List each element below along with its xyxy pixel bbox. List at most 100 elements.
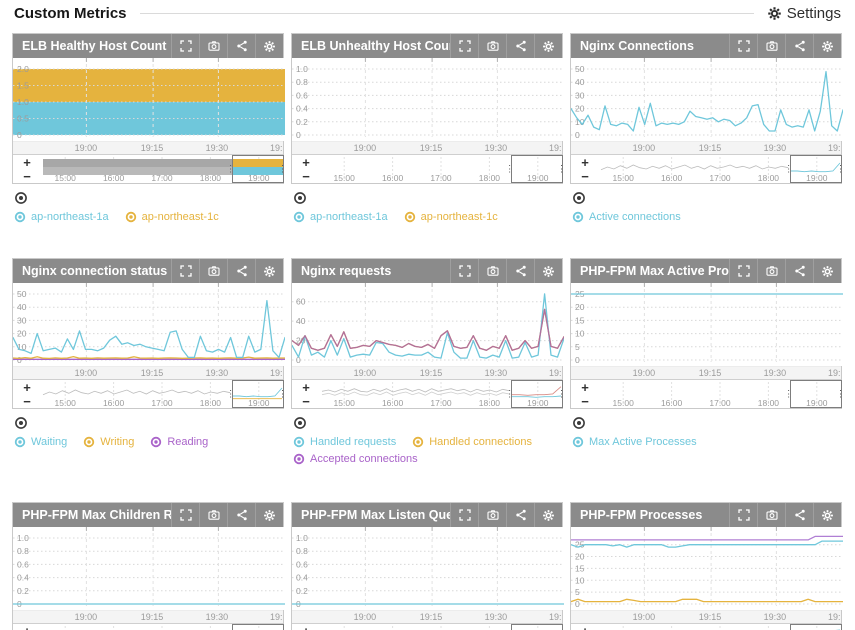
camera-button[interactable]	[199, 503, 227, 527]
settings-button[interactable]: Settings	[767, 5, 841, 22]
zoom-in-button[interactable]: +	[292, 624, 320, 630]
chart-php-fpm-max-children-rea[interactable]: 00.20.40.60.81.0	[13, 527, 285, 610]
legend-item-ap-northeast-1a[interactable]: ap-northeast-1a	[14, 211, 109, 223]
chart-nginx-connection-status[interactable]: 0 10 20 30 40 50	[13, 283, 285, 366]
zoom-out-button[interactable]: −	[302, 393, 310, 409]
expand-button[interactable]	[729, 259, 757, 283]
share-button[interactable]	[227, 503, 255, 527]
zoom-in-button[interactable]: +	[581, 379, 589, 395]
expand-button[interactable]	[171, 259, 199, 283]
camera-button[interactable]	[757, 259, 785, 283]
range-handle-left[interactable]: ⋮	[505, 163, 515, 174]
gear-button[interactable]	[255, 34, 283, 58]
zoom-in-button[interactable]: +	[302, 154, 310, 170]
sync-toggle-icon[interactable]	[14, 416, 28, 430]
sync-toggle-icon[interactable]	[14, 191, 28, 205]
expand-button[interactable]	[171, 503, 199, 527]
gear-button[interactable]	[255, 259, 283, 283]
camera-button[interactable]	[757, 34, 785, 58]
share-button[interactable]	[506, 503, 534, 527]
zoom-out-button[interactable]: −	[581, 168, 589, 184]
gear-button[interactable]	[534, 259, 562, 283]
share-button[interactable]	[785, 34, 813, 58]
range-handle-left[interactable]: ⋮	[784, 163, 794, 174]
expand-button[interactable]	[450, 503, 478, 527]
share-button[interactable]	[227, 259, 255, 283]
legend-item-handled-requests[interactable]: Handled requests	[293, 436, 396, 448]
range-handle-right[interactable]: ⋮	[278, 388, 287, 399]
legend-item-reading[interactable]: Reading	[150, 436, 208, 448]
gear-button[interactable]	[813, 503, 841, 527]
zoom-out-button[interactable]: −	[581, 393, 589, 409]
zoom-out-button[interactable]: −	[23, 393, 31, 409]
zoom-in-button[interactable]: +	[571, 624, 599, 630]
gear-button[interactable]	[813, 259, 841, 283]
range-selection-box[interactable]	[511, 155, 563, 183]
legend-item-max-active-processes[interactable]: Max Active Processes	[572, 436, 697, 448]
range-handle-right[interactable]: ⋮	[278, 163, 287, 174]
expand-button[interactable]	[729, 34, 757, 58]
camera-button[interactable]	[757, 503, 785, 527]
zoom-in-button[interactable]: +	[302, 379, 310, 395]
legend-item-writing[interactable]: Writing	[83, 436, 134, 448]
range-handle-right[interactable]: ⋮	[557, 163, 566, 174]
zoom-in-button[interactable]: +	[23, 379, 31, 395]
zoom-out-button[interactable]: −	[302, 168, 310, 184]
gear-button[interactable]	[255, 503, 283, 527]
range-selection-box[interactable]	[790, 380, 842, 408]
camera-button[interactable]	[199, 34, 227, 58]
share-button[interactable]	[785, 503, 813, 527]
zoom-out-button[interactable]: −	[23, 168, 31, 184]
zoom-in-button[interactable]: +	[23, 154, 31, 170]
legend-item-ap-northeast-1c[interactable]: ap-northeast-1c	[125, 211, 219, 223]
legend-item-handled-connections[interactable]: Handled connections	[412, 436, 532, 448]
sync-toggle-icon[interactable]	[293, 416, 307, 430]
sync-toggle-icon[interactable]	[293, 191, 307, 205]
range-handle-right[interactable]: ⋮	[836, 388, 845, 399]
share-button[interactable]	[785, 259, 813, 283]
range-selection-box[interactable]	[511, 624, 563, 630]
zoom-in-button[interactable]: +	[13, 624, 41, 630]
sync-toggle-icon[interactable]	[572, 416, 586, 430]
expand-button[interactable]	[450, 34, 478, 58]
share-button[interactable]	[227, 34, 255, 58]
legend-item-waiting[interactable]: Waiting	[14, 436, 67, 448]
range-selection-box[interactable]	[232, 624, 284, 630]
range-handle-left[interactable]: ⋮	[226, 388, 236, 399]
expand-button[interactable]	[171, 34, 199, 58]
range-selection-box[interactable]	[232, 155, 284, 183]
camera-button[interactable]	[478, 34, 506, 58]
legend-item-ap-northeast-1a[interactable]: ap-northeast-1a	[293, 211, 388, 223]
camera-button[interactable]	[478, 259, 506, 283]
legend-item-active-connections[interactable]: Active connections	[572, 211, 681, 223]
range-selection-box[interactable]	[511, 380, 563, 408]
expand-button[interactable]	[450, 259, 478, 283]
range-handle-left[interactable]: ⋮	[226, 163, 236, 174]
range-handle-right[interactable]: ⋮	[557, 388, 566, 399]
gear-button[interactable]	[534, 503, 562, 527]
chart-php-fpm-max-listen-queue[interactable]: 00.20.40.60.81.0	[292, 527, 564, 610]
range-handle-left[interactable]: ⋮	[784, 388, 794, 399]
gear-button[interactable]	[534, 34, 562, 58]
legend-item-ap-northeast-1c[interactable]: ap-northeast-1c	[404, 211, 498, 223]
range-selection-box[interactable]	[232, 380, 284, 408]
range-handle-left[interactable]: ⋮	[505, 388, 515, 399]
share-button[interactable]	[506, 259, 534, 283]
sync-toggle-icon[interactable]	[572, 191, 586, 205]
camera-button[interactable]	[199, 259, 227, 283]
share-button[interactable]	[506, 34, 534, 58]
range-selection-box[interactable]	[790, 155, 842, 183]
chart-nginx-requests[interactable]: 0 20 40 60	[292, 283, 564, 366]
range-handle-right[interactable]: ⋮	[836, 163, 845, 174]
chart-elb-unhealthy-host-count[interactable]: 0 0.2 0.4 0.6 0.8 1.0	[292, 58, 564, 141]
legend-item-accepted-connections[interactable]: Accepted connections	[293, 453, 418, 465]
